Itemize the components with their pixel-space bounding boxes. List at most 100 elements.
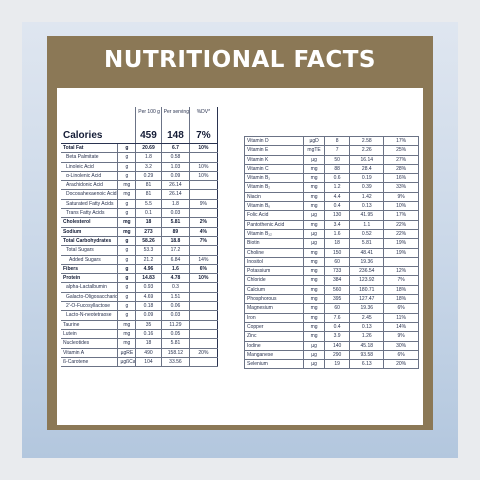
value-per-100g: 81 bbox=[135, 180, 162, 191]
value-per-100g: 50 bbox=[323, 154, 351, 165]
value-per-100g: 0.16 bbox=[135, 329, 162, 340]
unit: µgßCar bbox=[117, 357, 136, 368]
daily-value: 17% bbox=[383, 135, 419, 147]
daily-value: 6% bbox=[189, 264, 218, 275]
value-per-serving: 0.19 bbox=[349, 173, 385, 184]
unit: mg bbox=[303, 219, 325, 230]
unit: µgD bbox=[303, 135, 325, 147]
unit: g bbox=[117, 143, 136, 154]
value-per-serving: 28.4 bbox=[349, 163, 385, 175]
nutrient-name: Vitamin A bbox=[61, 348, 118, 358]
table-row: Zinc mg 3.9 1.26 9% bbox=[243, 331, 419, 342]
value-per-serving: 0.03 bbox=[160, 208, 190, 219]
value-per-100g: 19 bbox=[323, 359, 351, 370]
nutrient-name: Inositol bbox=[243, 256, 305, 268]
table-row: Docosahexaenoic Acid mg 81 26.14 bbox=[61, 189, 236, 200]
value-per-100g: 0.29 bbox=[135, 171, 162, 182]
value-per-100g: 3.4 bbox=[323, 219, 351, 230]
nutrient-name: Total Carbohydrates bbox=[61, 236, 118, 247]
value-per-serving: 1.1 bbox=[349, 219, 385, 230]
value-per-serving: 0.13 bbox=[349, 321, 385, 333]
daily-value: 16% bbox=[383, 173, 419, 184]
unit: mg bbox=[303, 331, 325, 342]
nutrient-name: Vitamin B₂ bbox=[243, 182, 305, 193]
nutrient-name: Calcium bbox=[243, 284, 305, 296]
nutrient-name: Selenium bbox=[243, 359, 305, 370]
unit: mg bbox=[303, 201, 325, 212]
value-per-100g: 53.3 bbox=[135, 245, 162, 256]
value-per-100g: 0.93 bbox=[135, 282, 162, 293]
unit: g bbox=[117, 282, 136, 293]
unit: mg bbox=[303, 284, 325, 296]
value-per-serving: 11.29 bbox=[160, 320, 190, 330]
table-row: Taurine mg 35 11.29 bbox=[61, 320, 236, 330]
value-per-serving: 5.81 bbox=[160, 338, 190, 349]
value-per-serving: 0.3 bbox=[160, 282, 190, 293]
value-per-serving: 1.51 bbox=[160, 292, 190, 303]
value-per-100g: 0.1 bbox=[135, 208, 162, 219]
value-per-100g: 20.69 bbox=[135, 143, 162, 154]
daily-value: 6% bbox=[383, 303, 419, 314]
value-per-serving: 0.58 bbox=[160, 152, 190, 163]
table-row: Vitamin B₆ mg 0.4 0.13 10% bbox=[243, 201, 419, 212]
nutrient-name: Iodine bbox=[243, 340, 305, 351]
table-row: Magnesium mg 60 19.36 6% bbox=[243, 303, 419, 314]
unit: g bbox=[117, 264, 136, 275]
table-row: Cholesterol mg 18 5.81 2% bbox=[61, 217, 236, 228]
unit: g bbox=[117, 245, 136, 256]
daily-value: 9% bbox=[189, 199, 218, 210]
daily-value: 10% bbox=[189, 143, 218, 154]
daily-value: 18% bbox=[383, 284, 419, 296]
daily-value bbox=[189, 357, 218, 368]
value-per-100g: 384 bbox=[323, 275, 351, 286]
daily-value: 14% bbox=[383, 321, 419, 333]
nutrient-name: Phosphorous bbox=[243, 294, 305, 305]
nutrient-name: ß-Carotene bbox=[61, 357, 118, 368]
value-per-100g: 4.4 bbox=[323, 191, 351, 203]
daily-value bbox=[189, 282, 218, 293]
table-row: Galacto-Oligosaccharides g 4.69 1.51 bbox=[61, 292, 236, 303]
value-per-100g: 3.9 bbox=[323, 331, 351, 342]
table-row: Lutein mg 0.16 0.05 bbox=[61, 329, 236, 340]
daily-value: 22% bbox=[383, 228, 419, 240]
value-per-serving: 48.41 bbox=[349, 247, 385, 258]
unit: mg bbox=[303, 182, 325, 193]
value-per-serving: 6.84 bbox=[160, 255, 190, 265]
value-per-100g: 0.4 bbox=[323, 321, 351, 333]
nutrient-name: Zinc bbox=[243, 331, 305, 342]
nutrient-name: Potassium bbox=[243, 266, 305, 277]
value-per-100g: 104 bbox=[135, 357, 162, 368]
nutrient-name: Vitamin K bbox=[243, 154, 305, 165]
value-per-100g: 733 bbox=[323, 266, 351, 277]
value-per-100g: 0.09 bbox=[135, 310, 162, 321]
daily-value: 17% bbox=[383, 210, 419, 221]
table-row: Folic Acid µg 130 41.95 17% bbox=[243, 210, 419, 221]
table-row: Vitamin B₁₂ µg 1.6 0.52 22% bbox=[243, 228, 419, 240]
calories-per-serving: 148 bbox=[160, 129, 190, 144]
table-row: Vitamin B₂ mg 1.2 0.39 33% bbox=[243, 182, 419, 193]
value-per-100g: 150 bbox=[323, 247, 351, 258]
header-per-serving: Per serving bbox=[160, 107, 190, 129]
value-per-serving: 1.42 bbox=[349, 191, 385, 203]
value-per-100g: 1.2 bbox=[323, 182, 351, 193]
unit: mgTE bbox=[303, 145, 325, 156]
table-row: ß-Carotene µgßCar 104 33.56 bbox=[61, 357, 236, 368]
value-per-100g: 4.69 bbox=[135, 292, 162, 303]
unit: mg bbox=[303, 256, 325, 268]
header-per-100g: Per 100 g bbox=[135, 107, 162, 129]
nutrient-name: 2'-O-Fucosyllactose bbox=[61, 301, 118, 312]
table-row: Beta Palmitate g 1.8 0.58 bbox=[61, 152, 236, 163]
unit: µg bbox=[303, 228, 325, 240]
table-row: Iodine µg 140 45.18 30% bbox=[243, 340, 419, 351]
value-per-100g: 290 bbox=[323, 349, 351, 361]
value-per-serving: 2.45 bbox=[349, 312, 385, 323]
value-per-serving: 93.58 bbox=[349, 349, 385, 361]
table-row: Nucleotides mg 18 5.81 bbox=[61, 338, 236, 349]
daily-value: 7% bbox=[189, 236, 218, 247]
unit: mg bbox=[303, 173, 325, 184]
daily-value bbox=[189, 245, 218, 256]
value-per-serving: 127.47 bbox=[349, 294, 385, 305]
unit: mg bbox=[303, 191, 325, 203]
unit: mg bbox=[117, 320, 136, 330]
